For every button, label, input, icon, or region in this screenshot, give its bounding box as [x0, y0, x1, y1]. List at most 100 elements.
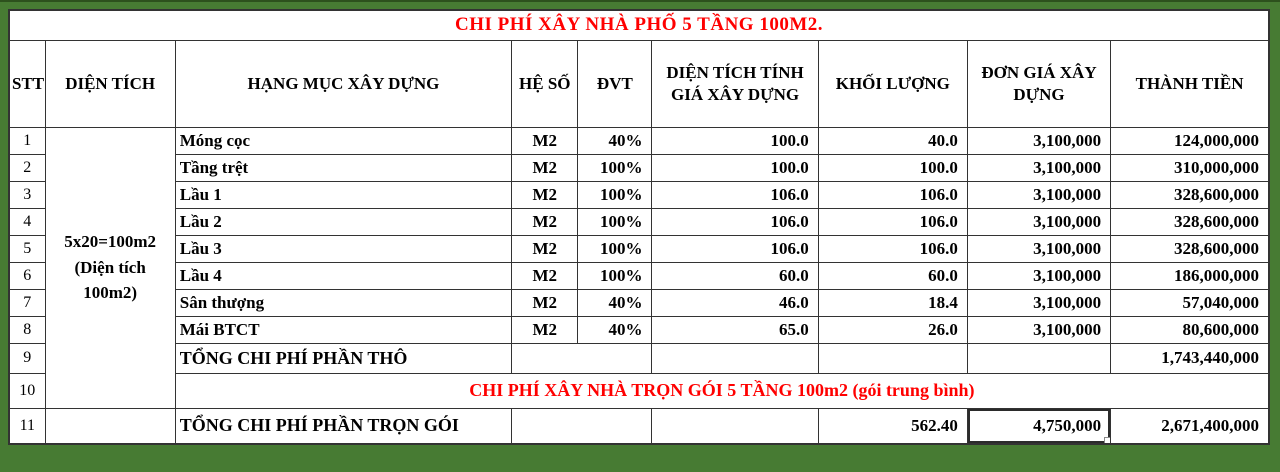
- unit-price-cell: 3,100,000: [966, 153, 1112, 182]
- unit-price-cell: 3,100,000: [966, 234, 1112, 263]
- package-banner: CHI PHÍ XÂY NHÀ TRỌN GÓI 5 TẦNG 100m2 (g…: [174, 372, 1270, 409]
- quantity-cell: 40.0: [817, 126, 968, 155]
- col-header-hang-muc: HẠNG MỤC XÂY DỰNG: [174, 39, 513, 128]
- stt-cell: 2: [8, 153, 46, 182]
- item-cell: Lầu 4: [174, 261, 513, 290]
- col-header-dvt: ĐVT: [577, 39, 653, 128]
- package-quantity-cell: 562.40: [817, 407, 968, 445]
- unit-cell: M2: [511, 261, 579, 290]
- col-header-khoi-luong: KHỐI LƯỢNG: [817, 39, 968, 128]
- table-row: 7 Sân thượng M2 40% 46.0 18.4 3,100,000 …: [8, 288, 1270, 317]
- stt-cell: 9: [8, 342, 46, 374]
- item-cell: Mái BTCT: [174, 315, 513, 344]
- coefficient-cell: 40%: [577, 126, 653, 155]
- unit-price-cell: 3,100,000: [966, 315, 1112, 344]
- empty-cell: [44, 407, 176, 445]
- empty-cell: [651, 342, 819, 374]
- unit-cell: M2: [511, 126, 579, 155]
- empty-cell: [511, 407, 653, 445]
- col-header-thanh-tien: THÀNH TIỀN: [1110, 39, 1270, 128]
- amount-cell: 124,000,000: [1110, 126, 1270, 155]
- item-cell: Móng cọc: [174, 126, 513, 155]
- item-cell: Tầng trệt: [174, 153, 513, 182]
- title-row: CHI PHÍ XÂY NHÀ PHỐ 5 TẦNG 100M2.: [8, 9, 1270, 41]
- item-cell: Lầu 3: [174, 234, 513, 263]
- coefficient-cell: 100%: [577, 207, 653, 236]
- rough-total-label: TỔNG CHI PHÍ PHẦN THÔ: [174, 342, 513, 374]
- amount-cell: 186,000,000: [1110, 261, 1270, 290]
- col-header-dien-tich-tinh-gia: DIỆN TÍCH TÍNH GIÁ XÂY DỰNG: [651, 39, 819, 128]
- cost-table: CHI PHÍ XÂY NHÀ PHỐ 5 TẦNG 100M2. STT DI…: [8, 9, 1270, 445]
- stt-cell: 3: [8, 180, 46, 209]
- unit-cell: M2: [511, 207, 579, 236]
- header-row: STT DIỆN TÍCH HẠNG MỤC XÂY DỰNG HỆ SỐ ĐV…: [8, 39, 1270, 128]
- page-title: CHI PHÍ XÂY NHÀ PHỐ 5 TẦNG 100M2.: [8, 9, 1270, 41]
- package-total-amount: 2,671,400,000: [1110, 407, 1270, 445]
- table-row: 2 Tầng trệt M2 100% 100.0 100.0 3,100,00…: [8, 153, 1270, 182]
- coefficient-cell: 100%: [577, 153, 653, 182]
- col-header-don-gia: ĐƠN GIÁ XÂY DỰNG: [966, 39, 1112, 128]
- selected-unit-price-cell[interactable]: 4,750,000: [966, 407, 1112, 445]
- table-row: 1 5x20=100m2 (Diện tích 100m2) Móng cọc …: [8, 126, 1270, 409]
- quantity-cell: 106.0: [817, 180, 968, 209]
- stt-cell: 7: [8, 288, 46, 317]
- priced-area-cell: 65.0: [651, 315, 819, 344]
- rough-total-amount: 1,743,440,000: [1110, 342, 1270, 374]
- item-cell: Lầu 1: [174, 180, 513, 209]
- priced-area-cell: 106.0: [651, 207, 819, 236]
- unit-cell: M2: [511, 180, 579, 209]
- amount-cell: 328,600,000: [1110, 207, 1270, 236]
- coefficient-cell: 100%: [577, 180, 653, 209]
- rough-total-row: 9 TỔNG CHI PHÍ PHẦN THÔ 1,743,440,000: [8, 342, 1270, 374]
- unit-price-cell: 3,100,000: [966, 207, 1112, 236]
- unit-price-cell: 3,100,000: [966, 288, 1112, 317]
- empty-cell: [966, 342, 1112, 374]
- unit-price-cell: 3,100,000: [966, 126, 1112, 155]
- package-total-row: 11 TỔNG CHI PHÍ PHẦN TRỌN GÓI 562.40 4,7…: [8, 407, 1270, 445]
- package-total-label: TỔNG CHI PHÍ PHẦN TRỌN GÓI: [174, 407, 513, 445]
- table-row: 6 Lầu 4 M2 100% 60.0 60.0 3,100,000 186,…: [8, 261, 1270, 290]
- stt-cell: 1: [8, 126, 46, 155]
- empty-cell: [651, 407, 819, 445]
- package-banner-row: 10 CHI PHÍ XÂY NHÀ TRỌN GÓI 5 TẦNG 100m2…: [8, 372, 1270, 409]
- quantity-cell: 100.0: [817, 153, 968, 182]
- unit-price-cell: 3,100,000: [966, 261, 1112, 290]
- empty-cell: [511, 342, 653, 374]
- coefficient-cell: 40%: [577, 315, 653, 344]
- priced-area-cell: 60.0: [651, 261, 819, 290]
- unit-cell: M2: [511, 234, 579, 263]
- quantity-cell: 106.0: [817, 207, 968, 236]
- empty-cell: [817, 342, 968, 374]
- coefficient-cell: 40%: [577, 288, 653, 317]
- table-row: 8 Mái BTCT M2 40% 65.0 26.0 3,100,000 80…: [8, 315, 1270, 344]
- quantity-cell: 26.0: [817, 315, 968, 344]
- unit-price-cell: 3,100,000: [966, 180, 1112, 209]
- coefficient-cell: 100%: [577, 261, 653, 290]
- priced-area-cell: 100.0: [651, 126, 819, 155]
- amount-cell: 328,600,000: [1110, 180, 1270, 209]
- unit-cell: M2: [511, 153, 579, 182]
- quantity-cell: 60.0: [817, 261, 968, 290]
- amount-cell: 328,600,000: [1110, 234, 1270, 263]
- priced-area-cell: 106.0: [651, 180, 819, 209]
- table-row: 4 Lầu 2 M2 100% 106.0 106.0 3,100,000 32…: [8, 207, 1270, 236]
- stt-cell: 10: [8, 372, 46, 409]
- area-note-cell: 5x20=100m2 (Diện tích 100m2): [44, 126, 176, 409]
- col-header-he-so: HỆ SỐ: [511, 39, 579, 128]
- stt-cell: 6: [8, 261, 46, 290]
- unit-cell: M2: [511, 288, 579, 317]
- item-cell: Lầu 2: [174, 207, 513, 236]
- amount-cell: 57,040,000: [1110, 288, 1270, 317]
- amount-cell: 310,000,000: [1110, 153, 1270, 182]
- stt-cell: 4: [8, 207, 46, 236]
- priced-area-cell: 106.0: [651, 234, 819, 263]
- quantity-cell: 18.4: [817, 288, 968, 317]
- col-header-stt: STT: [8, 39, 46, 128]
- stt-cell: 5: [8, 234, 46, 263]
- priced-area-cell: 100.0: [651, 153, 819, 182]
- amount-cell: 80,600,000: [1110, 315, 1270, 344]
- unit-cell: M2: [511, 315, 579, 344]
- quantity-cell: 106.0: [817, 234, 968, 263]
- stt-cell: 8: [8, 315, 46, 344]
